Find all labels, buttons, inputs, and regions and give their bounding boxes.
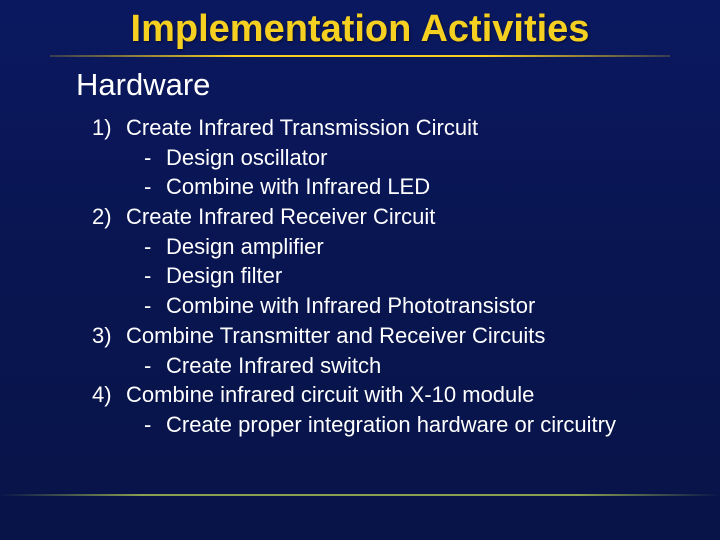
item-number: 2) xyxy=(92,202,126,232)
slide-subtitle: Hardware xyxy=(0,67,720,103)
dash-bullet: - xyxy=(144,261,166,291)
list-subitem: - Create Infrared switch xyxy=(92,351,680,381)
item-label: Create Infrared Transmission Circuit xyxy=(126,113,478,143)
dash-bullet: - xyxy=(144,172,166,202)
item-number: 3) xyxy=(92,321,126,351)
list-subitem: - Design filter xyxy=(92,261,680,291)
list-subitem: - Combine with Infrared LED xyxy=(92,172,680,202)
subitem-label: Design oscillator xyxy=(166,143,327,173)
subitem-label: Create proper integration hardware or ci… xyxy=(166,410,616,440)
list-subitem: - Create proper integration hardware or … xyxy=(92,410,680,440)
list-subitem: - Design oscillator xyxy=(92,143,680,173)
list-item: 3) Combine Transmitter and Receiver Circ… xyxy=(92,321,680,351)
dash-bullet: - xyxy=(144,351,166,381)
subitem-label: Design filter xyxy=(166,261,282,291)
subitem-label: Create Infrared switch xyxy=(166,351,381,381)
list-subitem: - Design amplifier xyxy=(92,232,680,262)
dash-bullet: - xyxy=(144,410,166,440)
slide-title: Implementation Activities xyxy=(0,0,720,55)
list-item: 4) Combine infrared circuit with X-10 mo… xyxy=(92,380,680,410)
item-label: Combine infrared circuit with X-10 modul… xyxy=(126,380,534,410)
dash-bullet: - xyxy=(144,232,166,262)
bottom-accent-line xyxy=(0,494,720,496)
item-number: 4) xyxy=(92,380,126,410)
item-number: 1) xyxy=(92,113,126,143)
list-item: 1) Create Infrared Transmission Circuit xyxy=(92,113,680,143)
subitem-label: Design amplifier xyxy=(166,232,324,262)
item-label: Combine Transmitter and Receiver Circuit… xyxy=(126,321,545,351)
title-underline xyxy=(50,55,670,57)
subitem-label: Combine with Infrared Phototransistor xyxy=(166,291,535,321)
dash-bullet: - xyxy=(144,143,166,173)
subitem-label: Combine with Infrared LED xyxy=(166,172,430,202)
content-list: 1) Create Infrared Transmission Circuit … xyxy=(0,113,720,440)
item-label: Create Infrared Receiver Circuit xyxy=(126,202,435,232)
dash-bullet: - xyxy=(144,291,166,321)
list-item: 2) Create Infrared Receiver Circuit xyxy=(92,202,680,232)
list-subitem: - Combine with Infrared Phototransistor xyxy=(92,291,680,321)
